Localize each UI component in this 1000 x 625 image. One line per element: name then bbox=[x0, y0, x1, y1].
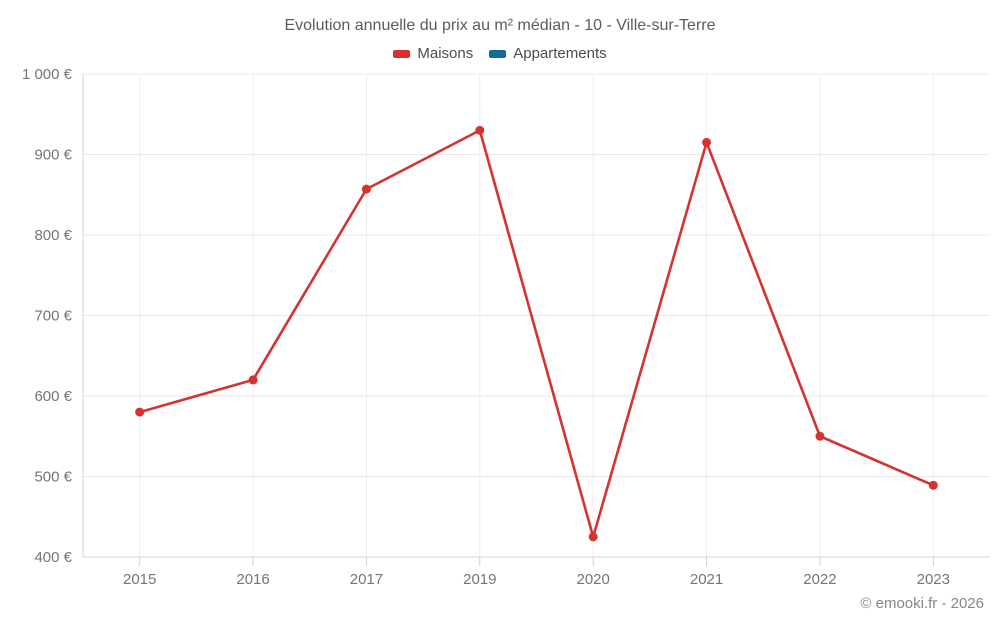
legend: Maisons Appartements bbox=[0, 45, 1000, 62]
y-axis-tick-label: 500 € bbox=[34, 469, 72, 486]
data-point-maisons-2017[interactable] bbox=[361, 184, 371, 194]
data-point-maisons-2023[interactable] bbox=[928, 480, 938, 490]
y-axis-tick-label: 400 € bbox=[34, 549, 72, 566]
data-point-maisons-2016[interactable] bbox=[248, 375, 258, 385]
legend-item-maisons[interactable]: Maisons bbox=[393, 45, 473, 62]
data-point-maisons-2022[interactable] bbox=[815, 431, 825, 441]
x-axis-tick-label: 2016 bbox=[236, 571, 269, 588]
chart-title: Evolution annuelle du prix au m² médian … bbox=[284, 17, 716, 34]
x-axis-tick-label: 2017 bbox=[350, 571, 383, 588]
y-axis-tick-label: 1 000 € bbox=[22, 66, 73, 83]
x-axis-tick-label: 2022 bbox=[803, 571, 836, 588]
y-axis-tick-label: 700 € bbox=[34, 308, 72, 325]
x-axis-tick-label: 2023 bbox=[917, 571, 950, 588]
data-point-maisons-2021[interactable] bbox=[702, 137, 712, 147]
y-axis-tick-label: 600 € bbox=[34, 388, 72, 405]
x-axis-tick-label: 2020 bbox=[577, 571, 610, 588]
data-point-maisons-2020[interactable] bbox=[588, 532, 598, 542]
copyright-footer: © emooki.fr - 2026 bbox=[860, 595, 984, 612]
legend-label: Maisons bbox=[417, 45, 474, 62]
series-line-maisons bbox=[139, 129, 934, 539]
y-axis-tick-label: 800 € bbox=[34, 227, 72, 244]
legend-marker bbox=[489, 49, 507, 58]
data-point-maisons-2015[interactable] bbox=[135, 407, 145, 417]
legend-marker bbox=[393, 49, 411, 58]
x-axis-tick-label: 2019 bbox=[463, 571, 496, 588]
x-axis-tick-label: 2015 bbox=[123, 571, 156, 588]
x-axis-tick-label: 2021 bbox=[690, 571, 723, 588]
data-point-maisons-2019[interactable] bbox=[475, 125, 485, 135]
y-axis-tick-label: 900 € bbox=[34, 147, 72, 164]
legend-item-appartements[interactable]: Appartements bbox=[489, 45, 607, 62]
legend-label: Appartements bbox=[513, 45, 607, 62]
